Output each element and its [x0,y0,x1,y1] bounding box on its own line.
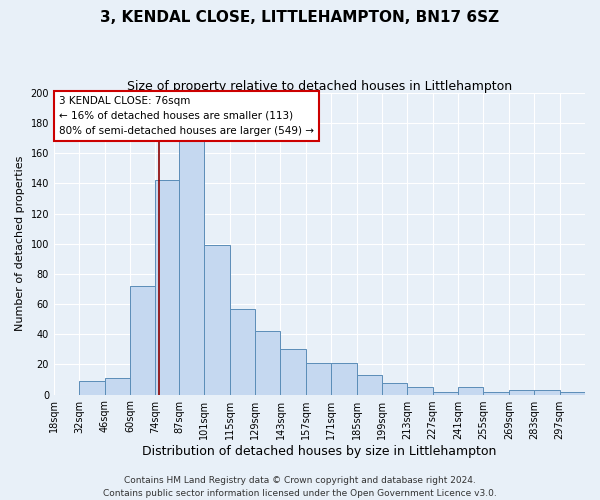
Bar [79,381,104,394]
Bar [306,363,331,394]
Bar [205,246,230,394]
Bar [433,392,458,394]
Bar [356,375,382,394]
Bar [560,392,585,394]
Bar [331,363,356,394]
Bar [407,387,433,394]
Bar [280,350,306,395]
Bar [155,180,179,394]
Text: 3 KENDAL CLOSE: 76sqm
← 16% of detached houses are smaller (113)
80% of semi-det: 3 KENDAL CLOSE: 76sqm ← 16% of detached … [59,96,314,136]
Text: 3, KENDAL CLOSE, LITTLEHAMPTON, BN17 6SZ: 3, KENDAL CLOSE, LITTLEHAMPTON, BN17 6SZ [100,10,500,25]
Bar [484,392,509,394]
Bar [255,332,280,394]
Bar [382,382,407,394]
Bar [104,378,130,394]
Bar [179,142,205,394]
Bar [130,286,155,395]
X-axis label: Distribution of detached houses by size in Littlehampton: Distribution of detached houses by size … [142,444,497,458]
Bar [230,308,255,394]
Bar [458,387,484,394]
Bar [509,390,534,394]
Bar [534,390,560,394]
Text: Contains HM Land Registry data © Crown copyright and database right 2024.
Contai: Contains HM Land Registry data © Crown c… [103,476,497,498]
Title: Size of property relative to detached houses in Littlehampton: Size of property relative to detached ho… [127,80,512,93]
Y-axis label: Number of detached properties: Number of detached properties [15,156,25,332]
